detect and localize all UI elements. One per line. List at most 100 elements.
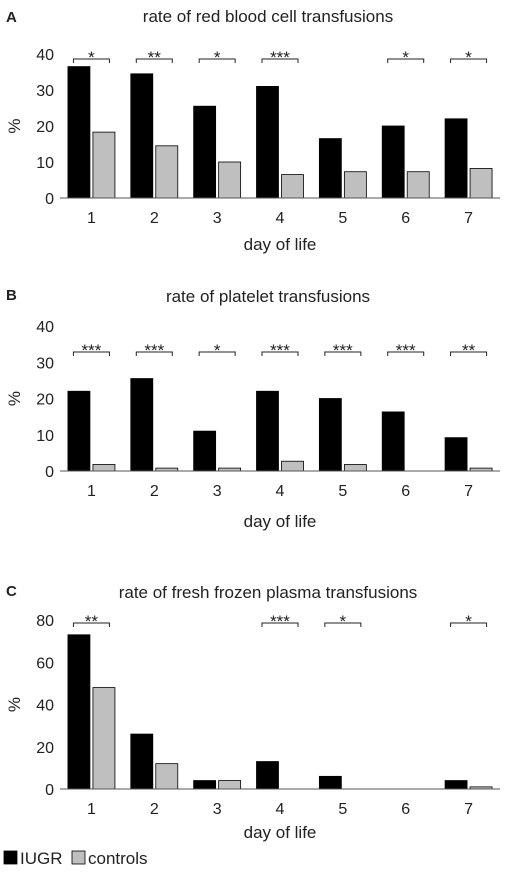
y-axis-label: % <box>5 391 24 406</box>
significance-bracket <box>72 58 110 63</box>
chart-title: rate of red blood cell transfusions <box>143 7 393 26</box>
significance-marker: * <box>465 612 472 631</box>
bar-iugr-day-2 <box>130 733 154 790</box>
significance-bracket <box>135 58 173 63</box>
x-tick-label: 2 <box>150 483 159 500</box>
x-tick-label: 7 <box>464 801 473 818</box>
bar-controls-day-1 <box>92 464 116 472</box>
significance-marker: *** <box>270 341 290 360</box>
x-tick-label: 1 <box>87 210 96 227</box>
bar-controls-day-3 <box>218 161 242 199</box>
legend-swatch-iugr <box>3 850 18 865</box>
y-tick-label: 40 <box>36 47 54 64</box>
significance-bracket <box>387 58 425 63</box>
significance-bracket <box>450 351 488 356</box>
significance-marker: * <box>340 612 347 631</box>
x-tick-label: 3 <box>213 483 222 500</box>
x-tick-label: 2 <box>150 801 159 818</box>
legend-label: controls <box>88 849 148 868</box>
bar-iugr-day-4 <box>256 86 279 199</box>
bar-iugr-day-1 <box>67 634 91 790</box>
significance-bracket <box>135 351 173 356</box>
panel-letter: B <box>6 287 17 304</box>
panel-letter: C <box>6 583 17 600</box>
y-tick-label: 0 <box>45 782 54 799</box>
chart-title: rate of fresh frozen plasma transfusions <box>119 583 418 602</box>
bar-controls-day-1 <box>92 131 116 199</box>
x-tick-label: 7 <box>464 210 473 227</box>
bar-iugr-day-4 <box>256 761 279 790</box>
significance-bracket <box>387 351 425 356</box>
bar-iugr-day-4 <box>256 390 279 472</box>
significance-bracket <box>450 58 488 63</box>
y-tick-label: 20 <box>36 119 54 136</box>
bar-iugr-day-3 <box>193 780 217 790</box>
y-tick-label: 10 <box>36 428 54 445</box>
significance-marker: *** <box>333 341 353 360</box>
y-tick-label: 30 <box>36 83 54 100</box>
bar-controls-day-2 <box>155 763 179 790</box>
bar-iugr-day-2 <box>130 378 154 472</box>
x-axis-label: day of life <box>244 823 317 842</box>
bar-controls-day-2 <box>155 145 179 199</box>
y-tick-label: 80 <box>36 613 54 630</box>
bar-controls-day-7 <box>469 168 493 199</box>
significance-bracket <box>72 351 110 356</box>
bar-controls-day-3 <box>218 780 242 790</box>
x-tick-label: 5 <box>338 483 347 500</box>
y-tick-label: 20 <box>36 392 54 409</box>
significance-bracket <box>261 622 299 627</box>
bar-controls-day-4 <box>281 174 304 199</box>
significance-marker: *** <box>396 341 416 360</box>
bar-iugr-day-5 <box>318 398 342 472</box>
y-tick-label: 0 <box>45 191 54 208</box>
bar-iugr-day-7 <box>444 780 468 790</box>
x-tick-label: 2 <box>150 210 159 227</box>
significance-marker: * <box>214 48 221 67</box>
significance-marker: *** <box>144 341 164 360</box>
bar-iugr-day-3 <box>193 105 217 199</box>
x-tick-label: 7 <box>464 483 473 500</box>
significance-marker: ** <box>85 612 99 631</box>
bar-iugr-day-1 <box>67 66 91 199</box>
y-tick-label: 20 <box>36 740 54 757</box>
significance-bracket <box>198 58 236 63</box>
legend-label: IUGR <box>20 849 63 868</box>
x-axis-label: day of life <box>244 235 317 254</box>
significance-marker: *** <box>81 341 101 360</box>
significance-bracket <box>450 622 488 627</box>
x-tick-label: 3 <box>213 801 222 818</box>
bar-iugr-day-1 <box>67 390 91 472</box>
x-tick-label: 5 <box>338 801 347 818</box>
bar-iugr-day-7 <box>444 437 468 472</box>
significance-bracket <box>261 58 299 63</box>
y-tick-label: 10 <box>36 155 54 172</box>
significance-bracket <box>324 351 362 356</box>
bar-iugr-day-2 <box>130 73 154 199</box>
x-tick-label: 6 <box>401 483 410 500</box>
significance-bracket <box>324 622 362 627</box>
y-tick-label: 40 <box>36 698 54 715</box>
y-tick-label: 40 <box>36 319 54 336</box>
bar-iugr-day-3 <box>193 430 217 472</box>
x-tick-label: 6 <box>401 801 410 818</box>
x-tick-label: 3 <box>213 210 222 227</box>
bar-iugr-day-6 <box>381 125 405 199</box>
x-tick-label: 4 <box>276 210 285 227</box>
legend: IUGR controls <box>3 849 148 868</box>
x-tick-label: 1 <box>87 483 96 500</box>
bar-iugr-day-5 <box>318 138 342 199</box>
x-tick-label: 6 <box>401 210 410 227</box>
y-tick-label: 30 <box>36 355 54 372</box>
significance-marker: * <box>465 48 472 67</box>
significance-bracket <box>198 351 236 356</box>
x-axis-label: day of life <box>244 512 317 531</box>
legend-swatch-controls <box>71 850 86 865</box>
bar-controls-day-6 <box>406 171 430 199</box>
bar-controls-day-1 <box>92 687 116 790</box>
chart-title: rate of platelet transfusions <box>166 287 370 306</box>
